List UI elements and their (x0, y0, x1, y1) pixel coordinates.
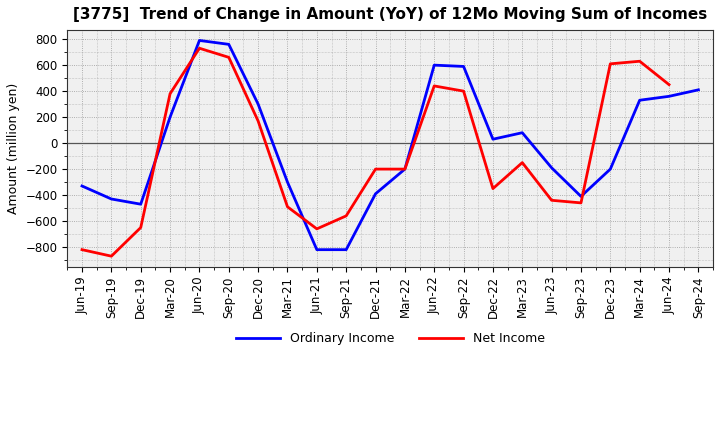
Legend: Ordinary Income, Net Income: Ordinary Income, Net Income (231, 327, 549, 350)
Ordinary Income (606, 166, 615, 172)
Ordinary Income (254, 102, 263, 107)
Ordinary Income (489, 136, 498, 142)
Ordinary Income (136, 202, 145, 207)
Net Income (547, 198, 556, 203)
Ordinary Income (459, 64, 468, 69)
Ordinary Income (166, 114, 174, 120)
Ordinary Income (342, 247, 351, 252)
Ordinary Income (283, 180, 292, 185)
Net Income (635, 59, 644, 64)
Ordinary Income (195, 38, 204, 43)
Ordinary Income (225, 42, 233, 47)
Net Income (665, 82, 673, 87)
Ordinary Income (577, 194, 585, 199)
Line: Net Income: Net Income (82, 48, 669, 256)
Ordinary Income (312, 247, 321, 252)
Net Income (400, 166, 409, 172)
Y-axis label: Amount (million yen): Amount (million yen) (7, 83, 20, 214)
Ordinary Income (665, 94, 673, 99)
Ordinary Income (518, 130, 526, 136)
Net Income (136, 225, 145, 230)
Net Income (489, 186, 498, 191)
Line: Ordinary Income: Ordinary Income (82, 40, 698, 249)
Ordinary Income (430, 62, 438, 68)
Net Income (342, 213, 351, 219)
Ordinary Income (547, 165, 556, 170)
Ordinary Income (78, 183, 86, 189)
Title: [3775]  Trend of Change in Amount (YoY) of 12Mo Moving Sum of Incomes: [3775] Trend of Change in Amount (YoY) o… (73, 7, 707, 22)
Net Income (312, 226, 321, 231)
Net Income (195, 46, 204, 51)
Net Income (459, 88, 468, 94)
Net Income (225, 55, 233, 60)
Ordinary Income (400, 166, 409, 172)
Net Income (577, 200, 585, 205)
Ordinary Income (694, 87, 703, 92)
Net Income (107, 253, 116, 259)
Net Income (166, 91, 174, 96)
Net Income (283, 204, 292, 209)
Net Income (372, 166, 380, 172)
Net Income (518, 160, 526, 165)
Net Income (606, 61, 615, 66)
Ordinary Income (107, 196, 116, 202)
Net Income (78, 247, 86, 252)
Net Income (254, 118, 263, 124)
Net Income (430, 83, 438, 88)
Ordinary Income (635, 98, 644, 103)
Ordinary Income (372, 191, 380, 196)
